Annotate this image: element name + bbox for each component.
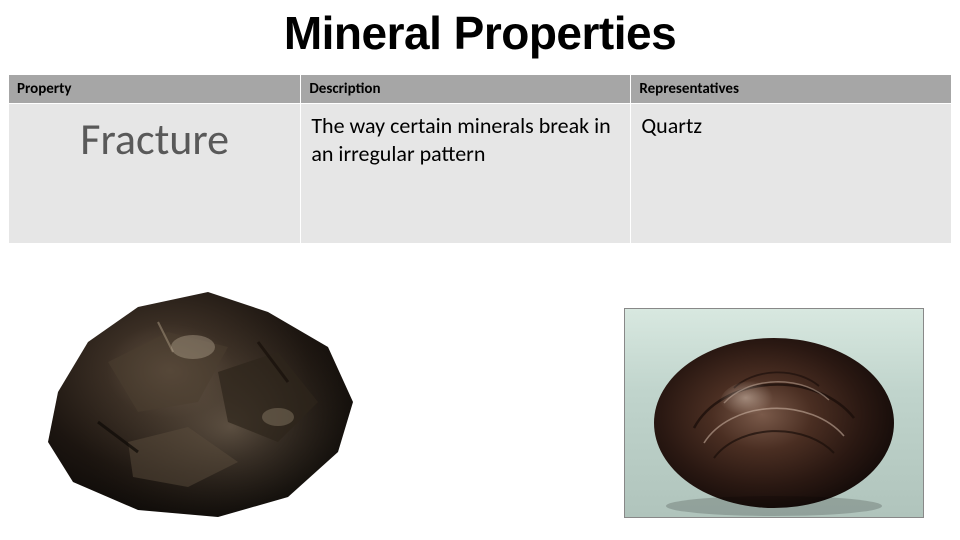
images-row [0,240,960,540]
conchoidal-rock-image [624,308,924,518]
obsidian-rock-image [18,252,378,532]
cell-representatives: Quartz [631,104,952,244]
table-header-row: Property Description Representatives [9,75,952,104]
slide-title: Mineral Properties [0,0,960,74]
header-description: Description [301,75,631,104]
table-row: Fracture The way certain minerals break … [9,104,952,244]
properties-table: Property Description Representatives Fra… [8,74,952,244]
cell-property: Fracture [9,104,301,244]
header-representatives: Representatives [631,75,952,104]
header-property: Property [9,75,301,104]
cell-description: The way certain minerals break in an irr… [301,104,631,244]
